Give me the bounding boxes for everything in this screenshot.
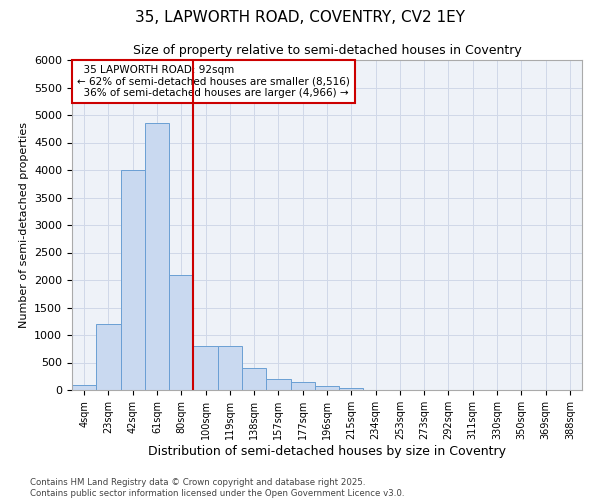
Bar — [266, 379, 290, 390]
Bar — [290, 382, 315, 390]
Bar — [218, 346, 242, 390]
Y-axis label: Number of semi-detached properties: Number of semi-detached properties — [19, 122, 29, 328]
Title: Size of property relative to semi-detached houses in Coventry: Size of property relative to semi-detach… — [133, 44, 521, 58]
Bar — [121, 170, 145, 390]
Bar — [315, 386, 339, 390]
Bar — [145, 123, 169, 390]
Text: 35, LAPWORTH ROAD, COVENTRY, CV2 1EY: 35, LAPWORTH ROAD, COVENTRY, CV2 1EY — [135, 10, 465, 25]
Bar — [339, 388, 364, 390]
Bar — [72, 384, 96, 390]
Bar — [169, 274, 193, 390]
Bar — [242, 368, 266, 390]
Text: Contains HM Land Registry data © Crown copyright and database right 2025.
Contai: Contains HM Land Registry data © Crown c… — [30, 478, 404, 498]
Text: 35 LAPWORTH ROAD: 92sqm
← 62% of semi-detached houses are smaller (8,516)
  36% : 35 LAPWORTH ROAD: 92sqm ← 62% of semi-de… — [77, 65, 350, 98]
Bar — [193, 346, 218, 390]
X-axis label: Distribution of semi-detached houses by size in Coventry: Distribution of semi-detached houses by … — [148, 444, 506, 458]
Bar — [96, 324, 121, 390]
